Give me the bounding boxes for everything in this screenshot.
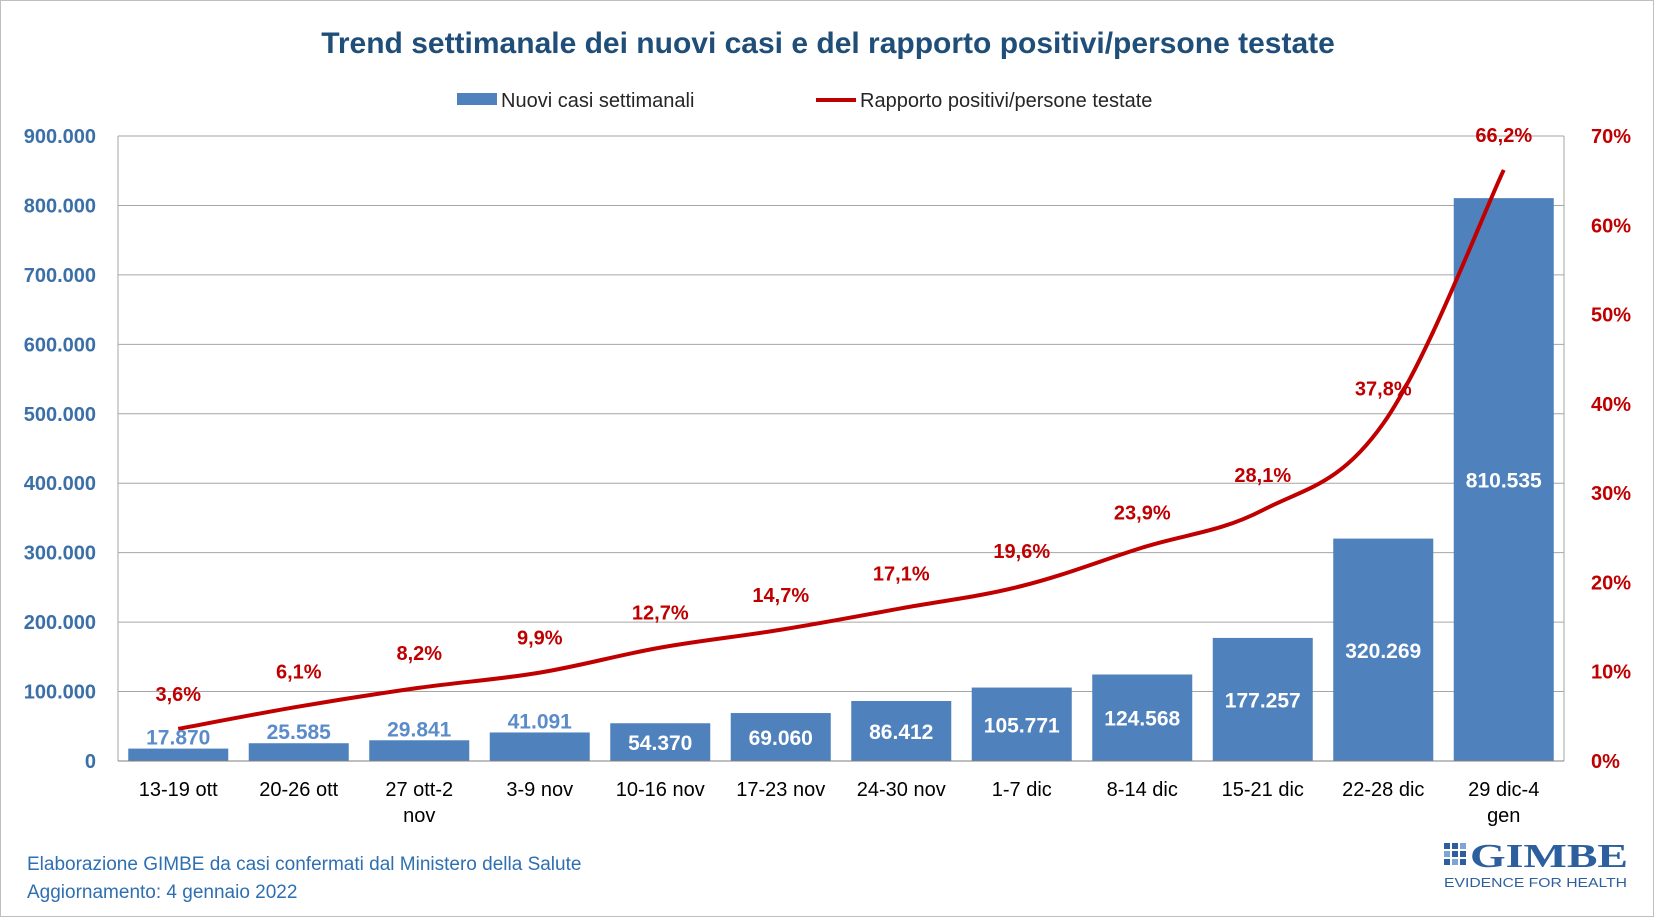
y-tick-label-right: 50% bbox=[1591, 305, 1631, 327]
y-tick-label-left: 300.000 bbox=[24, 543, 96, 565]
legend-line-label: Rapporto positivi/persone testate bbox=[860, 90, 1152, 112]
bar-data-label: 54.370 bbox=[628, 732, 692, 755]
y-tick-label-right: 40% bbox=[1591, 394, 1631, 416]
line-data-labels: 3,6% 6,1% 8,2% 9,9% 12,7% 14,7% 17,1% 19,6% 23,9… bbox=[155, 125, 1532, 706]
legend-bar-swatch bbox=[457, 93, 497, 105]
x-tick-label: 13-19 ott bbox=[139, 779, 218, 801]
bar-data-label: 320.269 bbox=[1345, 640, 1421, 663]
y-tick-label-left: 700.000 bbox=[24, 265, 96, 287]
x-tick-label: 3-9 nov bbox=[506, 779, 573, 801]
line-data-label: 37,8% bbox=[1355, 379, 1412, 401]
y-tick-label-right: 20% bbox=[1591, 572, 1631, 594]
x-tick-label: 29 dic-4 gen bbox=[1468, 779, 1539, 827]
x-tick-label: 15-21 dic bbox=[1222, 779, 1304, 801]
bar bbox=[851, 700, 952, 761]
bar bbox=[1092, 674, 1193, 761]
gridlines bbox=[117, 135, 1565, 761]
bar bbox=[489, 732, 590, 761]
bar bbox=[971, 687, 1072, 761]
line-series bbox=[177, 169, 1506, 731]
y-axis-left: 0 100.000 200.000 300.000 400.000 500.000 600.… bbox=[24, 126, 96, 773]
y-tick-label-left: 800.000 bbox=[24, 195, 96, 217]
line-data-label: 9,9% bbox=[517, 628, 563, 650]
y-tick-label-left: 0 bbox=[85, 751, 96, 773]
bar-data-label: 25.585 bbox=[267, 721, 332, 744]
x-tick-label: 27 ott-2 nov bbox=[385, 779, 453, 827]
footer-update: Aggiornamento: 4 gennaio 2022 bbox=[27, 882, 297, 903]
chart-title: Trend settimanale dei nuovi casi e del r… bbox=[321, 27, 1335, 60]
y-tick-label-right: 60% bbox=[1591, 215, 1631, 237]
y-tick-label-right: 70% bbox=[1591, 126, 1631, 148]
legend-bar-label: Nuovi casi settimanali bbox=[501, 90, 694, 112]
bar bbox=[248, 743, 349, 761]
x-tick-label: 24-30 nov bbox=[857, 779, 946, 801]
y-tick-label-left: 200.000 bbox=[24, 612, 96, 634]
line-data-label: 8,2% bbox=[396, 643, 442, 665]
bar bbox=[610, 723, 711, 761]
bar-data-label: 41.091 bbox=[508, 710, 573, 733]
logo-grid-icon bbox=[1444, 843, 1466, 865]
line-data-label: 12,7% bbox=[632, 603, 689, 625]
bar-data-label: 810.535 bbox=[1466, 470, 1542, 493]
line-data-label: 14,7% bbox=[752, 585, 809, 607]
series-line bbox=[177, 169, 1506, 731]
line-data-label: 28,1% bbox=[1234, 465, 1291, 487]
y-tick-label-right: 0% bbox=[1591, 751, 1620, 773]
bar-data-label: 17.870 bbox=[146, 727, 210, 750]
legend: Nuovi casi settimanali Rapporto positivi… bbox=[457, 90, 1152, 112]
bar bbox=[1333, 538, 1434, 761]
bar bbox=[1453, 198, 1554, 761]
line-data-label: 23,9% bbox=[1114, 503, 1171, 525]
line-data-label: 66,2% bbox=[1475, 125, 1532, 147]
line-data-label: 19,6% bbox=[993, 541, 1050, 563]
bar bbox=[1212, 637, 1313, 761]
footer-source: Elaborazione GIMBE da casi confermati da… bbox=[27, 854, 581, 875]
x-axis: 13-19 ott 20-26 ott 27 ott-2 nov 3-9 nov 10-1… bbox=[118, 760, 1564, 827]
bar bbox=[369, 740, 470, 761]
bar-data-labels: 17.870 25.585 29.841 41.091 54.370 69.060 86.4… bbox=[146, 470, 1542, 756]
line-data-label: 6,1% bbox=[276, 662, 322, 684]
y-tick-label-right: 30% bbox=[1591, 483, 1631, 505]
line-data-label: 17,1% bbox=[873, 563, 930, 585]
y-axis-right: 0% 10% 20% 30% 40% 50% 60% 70% bbox=[1591, 126, 1631, 773]
bar bbox=[730, 713, 831, 761]
line-data-label: 3,6% bbox=[155, 684, 201, 706]
bar-data-label: 86.412 bbox=[869, 721, 933, 744]
bar-series bbox=[128, 198, 1554, 761]
gimbe-logo: GIMBE EVIDENCE FOR HEALTH bbox=[1444, 838, 1628, 890]
y-tick-label-left: 400.000 bbox=[24, 473, 96, 495]
bar-data-label: 177.257 bbox=[1225, 689, 1301, 712]
x-tick-label: 1-7 dic bbox=[992, 779, 1052, 801]
y-tick-label-left: 600.000 bbox=[24, 334, 96, 356]
x-tick-label: 10-16 nov bbox=[616, 779, 705, 801]
bar-data-label: 105.771 bbox=[984, 714, 1060, 737]
bar-data-label: 29.841 bbox=[387, 718, 452, 741]
x-tick-label: 20-26 ott bbox=[259, 779, 338, 801]
bar-data-label: 124.568 bbox=[1104, 708, 1180, 731]
x-tick-label: 17-23 nov bbox=[736, 779, 825, 801]
y-tick-label-left: 100.000 bbox=[24, 682, 96, 704]
y-tick-label-left: 900.000 bbox=[24, 126, 96, 148]
x-tick-label: 22-28 dic bbox=[1342, 779, 1424, 801]
x-tick-label: 8-14 dic bbox=[1107, 779, 1178, 801]
logo-tagline: EVIDENCE FOR HEALTH bbox=[1444, 875, 1627, 890]
logo-name: GIMBE bbox=[1470, 838, 1628, 875]
y-tick-label-right: 10% bbox=[1591, 662, 1631, 684]
bar bbox=[128, 748, 229, 761]
bar-data-label: 69.060 bbox=[749, 727, 813, 750]
y-tick-label-left: 500.000 bbox=[24, 404, 96, 426]
